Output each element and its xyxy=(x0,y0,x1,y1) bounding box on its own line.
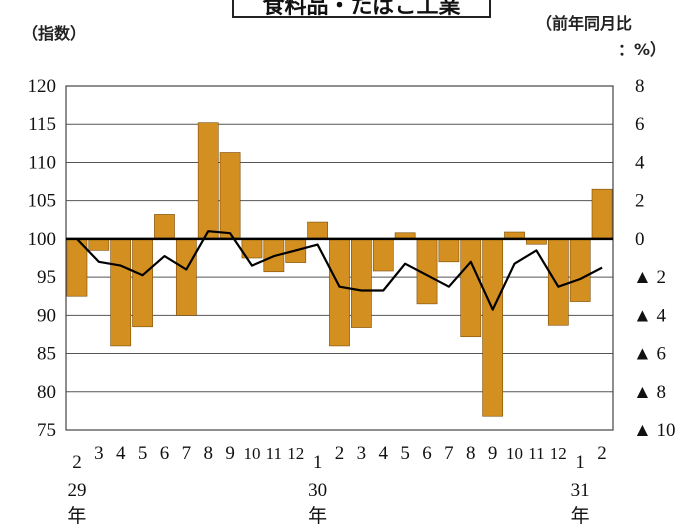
bar xyxy=(197,122,219,240)
year-suffix: 年 xyxy=(67,505,86,527)
right-tick-label: ▲ 6 xyxy=(633,344,666,365)
left-tick-label: 85 xyxy=(37,344,56,365)
month-label: 9 xyxy=(488,443,498,464)
bar xyxy=(132,238,153,328)
right-tick-label: ▲ 8 xyxy=(633,382,666,403)
bar xyxy=(175,238,197,316)
month-label: 4 xyxy=(379,443,389,464)
month-label: 4 xyxy=(116,443,126,464)
bar xyxy=(351,238,372,328)
month-label: 2 xyxy=(335,443,345,464)
left-tick-label: 75 xyxy=(37,420,56,441)
left-tick-label: 95 xyxy=(37,267,56,288)
year-label: 29 xyxy=(67,480,86,501)
chart-title-box: 食料品・たばこ工業 xyxy=(232,0,491,18)
left-axis-label: （指数） xyxy=(22,24,87,43)
left-tick-label: 105 xyxy=(28,191,57,212)
bar xyxy=(307,221,328,240)
right-tick-label: 0 xyxy=(635,229,645,250)
month-label: 12 xyxy=(287,444,304,463)
month-label: 3 xyxy=(357,443,367,464)
right-tick-label: ▲ 2 xyxy=(633,267,666,288)
left-tick-label: 100 xyxy=(28,229,57,250)
bar xyxy=(591,188,613,240)
bar xyxy=(110,238,132,347)
month-label: 1 xyxy=(575,452,585,473)
month-label: 5 xyxy=(138,443,148,464)
bar xyxy=(372,238,394,272)
right-tick-label: ▲ 10 xyxy=(633,420,676,441)
right-tick-label: ▲ 4 xyxy=(633,305,667,326)
bar xyxy=(547,238,569,326)
chart-title: 食料品・たばこ工業 xyxy=(262,0,461,18)
month-label: 12 xyxy=(550,444,567,463)
month-label: 2 xyxy=(72,452,82,473)
bar xyxy=(329,238,350,347)
month-label: 5 xyxy=(400,443,410,464)
month-label: 1 xyxy=(313,452,323,473)
right-axis-label-line1: （前年同月比 xyxy=(536,14,633,33)
year-label: 30 xyxy=(308,480,327,501)
left-tick-label: 115 xyxy=(28,114,56,135)
bar xyxy=(219,152,241,240)
month-label: 11 xyxy=(266,444,282,463)
month-label: 7 xyxy=(444,443,454,464)
month-label: 3 xyxy=(94,443,104,464)
month-label: 6 xyxy=(422,443,432,464)
month-label: 11 xyxy=(528,444,544,463)
month-label: 2 xyxy=(597,443,607,464)
right-tick-label: 8 xyxy=(635,76,645,97)
month-label: 7 xyxy=(182,443,192,464)
month-label: 6 xyxy=(160,443,170,464)
left-tick-label: 90 xyxy=(37,305,56,326)
year-suffix: 年 xyxy=(308,505,327,527)
right-axis-label-line2: ：%） xyxy=(618,40,667,59)
month-label: 10 xyxy=(506,444,523,463)
month-label: 9 xyxy=(225,443,235,464)
right-tick-label: 2 xyxy=(635,191,645,212)
year-label: 31 xyxy=(571,480,590,501)
bar xyxy=(569,238,591,302)
right-tick-label: 4 xyxy=(635,152,645,173)
bar xyxy=(88,238,110,251)
month-label: 8 xyxy=(203,443,213,464)
left-tick-label: 80 xyxy=(37,382,56,403)
bar xyxy=(460,238,482,338)
month-label: 8 xyxy=(466,443,476,464)
left-tick-label: 110 xyxy=(28,152,56,173)
plot-frame xyxy=(65,85,614,431)
right-tick-label: 6 xyxy=(635,114,645,135)
bar xyxy=(482,238,504,417)
month-label: 10 xyxy=(243,444,260,463)
year-suffix: 年 xyxy=(571,505,590,527)
left-tick-label: 120 xyxy=(28,76,57,97)
bar xyxy=(154,214,175,240)
yoy-line xyxy=(76,230,603,311)
bar xyxy=(438,238,460,263)
